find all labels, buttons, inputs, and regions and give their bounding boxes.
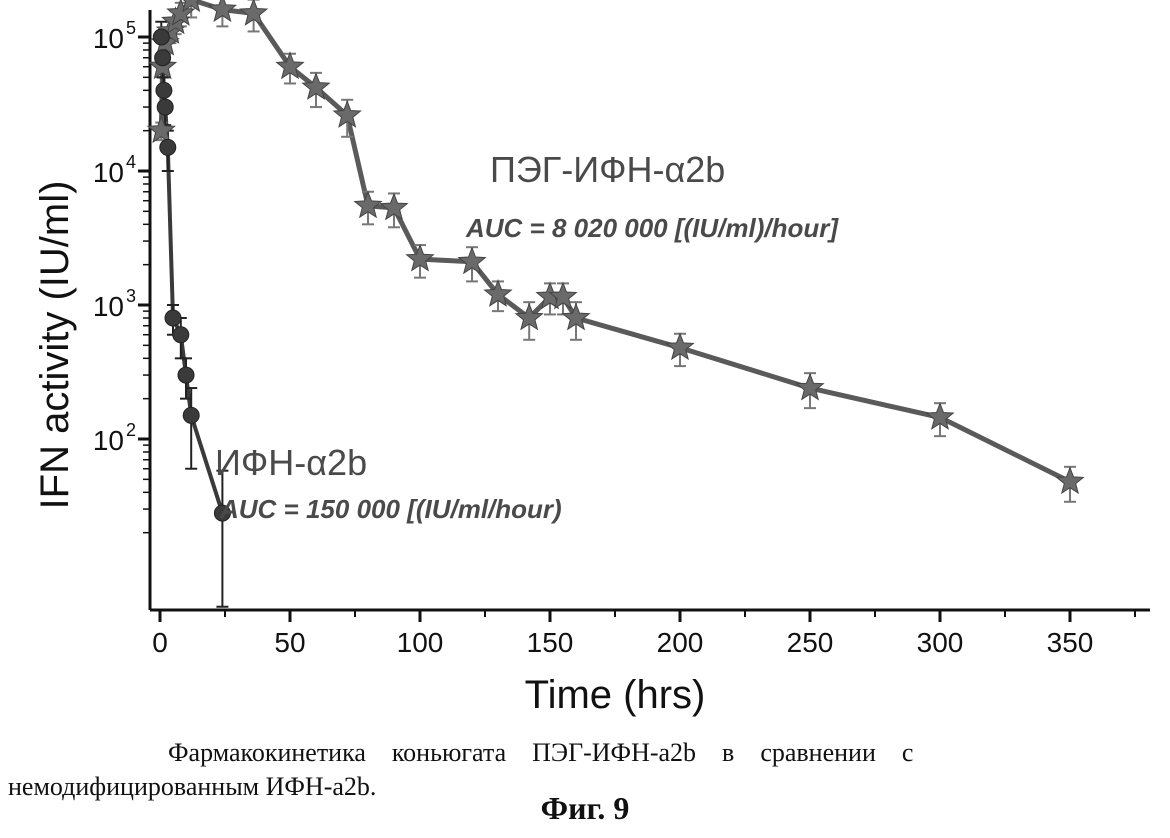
x-axis-title: Time (hrs) [525,673,706,717]
y-tick-exponent: 4 [126,152,136,172]
y-tick-label: 10 [93,157,124,188]
series-labels: ПЭГ-ИФН-α2b AUC = 8 020 000 [(IU/ml)/hou… [215,149,839,524]
y-tick-exponent: 2 [126,420,136,440]
circle-marker [160,139,176,155]
circle-marker [155,50,171,66]
y-tick-exponent: 3 [126,286,136,306]
series-label-ifn: ИФН-α2b [215,442,367,483]
figure-number: Фиг. 9 [0,790,1170,827]
y-axis-title: IFN activity (IU/ml) [33,181,77,510]
circle-marker [157,99,173,115]
x-tick-label: 50 [274,627,305,658]
circle-marker [183,407,199,423]
caption-line-1: Фармакокинетика коньюгата ПЭГ-ИФН-a2b в … [8,736,1163,770]
x-tick-label: 150 [527,627,574,658]
x-tick-label: 350 [1047,627,1094,658]
circle-marker [156,82,172,98]
y-tick-label: 10 [93,23,124,54]
x-tick-label: 100 [397,627,444,658]
x-tick-label: 300 [917,627,964,658]
circle-marker [173,327,189,343]
x-tick-label: 0 [152,627,168,658]
circle-marker [153,29,169,45]
auc-label-peg: AUC = 8 020 000 [(IU/ml)/hour] [465,213,839,243]
pk-chart: 050100150200250300350102103104105 ПЭГ-ИФ… [0,0,1170,735]
y-tick-label: 10 [93,291,124,322]
circle-marker [178,367,194,383]
auc-label-ifn: AUC = 150 000 [(IU/ml/hour) [219,494,562,524]
series-label-peg: ПЭГ-ИФН-α2b [490,149,725,190]
x-tick-label: 250 [787,627,834,658]
axes: 050100150200250300350102103104105 [93,10,1150,658]
circle-marker [165,310,181,326]
y-tick-exponent: 5 [126,18,136,38]
y-tick-label: 10 [93,425,124,456]
x-tick-label: 200 [657,627,704,658]
